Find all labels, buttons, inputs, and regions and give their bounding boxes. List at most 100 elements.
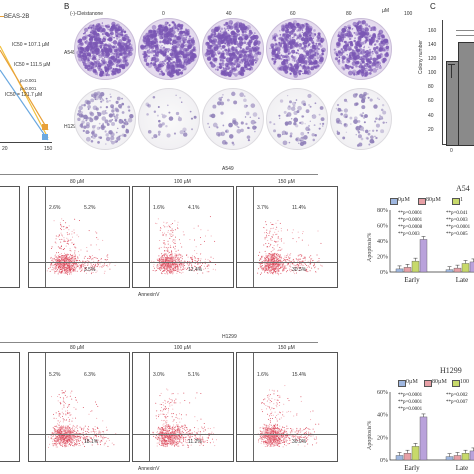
- legend-swatch: [0, 16, 4, 17]
- pval-a1: p=0.001: [20, 78, 37, 83]
- flow-condition-label: 100 µM: [174, 345, 191, 351]
- quadrant-value: 6.3%: [84, 372, 96, 379]
- errorbar: [455, 452, 460, 456]
- xcat-label: Late: [456, 464, 468, 472]
- bar-late-1: [453, 267, 462, 273]
- ytick: 20%: [377, 255, 388, 261]
- errorbar: [421, 236, 426, 240]
- errorbar: [447, 266, 452, 270]
- h1299-legend-1: 80µM: [432, 379, 447, 385]
- bar-late-3: [469, 261, 474, 273]
- ytick: 0%: [380, 458, 388, 464]
- pvalue-annotation: **p=0.085: [446, 232, 468, 237]
- dose-60: 60: [290, 11, 296, 17]
- colony-dish-h1299-40: [138, 88, 200, 150]
- h1299-legend-2: 100: [460, 379, 469, 385]
- dose-40: 40: [226, 11, 232, 17]
- a549-legend-0: 0µM: [398, 197, 410, 203]
- bar-early-2: [411, 260, 420, 273]
- flow-h1299-0: 5.2% 6.3% 18.1%: [28, 352, 130, 462]
- bar-late-0: [445, 456, 454, 461]
- panel-letter-c: C: [430, 2, 436, 11]
- sig-line-1: [456, 30, 474, 31]
- flow-h1299-rule: [0, 342, 318, 343]
- errorbar: [413, 443, 418, 447]
- quadrant-value: 12.4%: [188, 267, 203, 273]
- colony-dish-h1299-100: [330, 88, 392, 150]
- ytick: 0%: [380, 270, 388, 276]
- h1299-chart-svg: 60% 40% 20% 0% Early Late **p=0.0001 **p=0.0001…: [377, 390, 474, 472]
- quadrant-value: 1.6%: [153, 205, 165, 211]
- legend-swatch-1: [418, 198, 426, 205]
- flow-condition-label: 80 µM: [70, 345, 84, 351]
- xtick-c: 0: [450, 148, 453, 154]
- bar-early-3: [419, 416, 428, 461]
- flow-h1299-2: 1.6% 15.4% 30.9%: [236, 352, 338, 462]
- errorbar: [397, 265, 402, 269]
- row-label-a549: A549: [64, 50, 76, 56]
- pvalue-annotation: **p=0.0001: [398, 211, 423, 216]
- ytick: 20%: [377, 435, 388, 441]
- bar-late-2: [461, 263, 470, 273]
- flow-a549-1: 1.6% 4.1% 12.4%: [132, 186, 234, 288]
- ic50-2: IC50 = 111.5 µM: [14, 62, 51, 68]
- pvalue-annotation: **p=0.0001: [398, 393, 423, 398]
- a549-legend-1: 80µM: [426, 197, 441, 203]
- errorbar-c: [451, 64, 452, 78]
- quadrant-value: 5.1%: [188, 372, 200, 379]
- flow-a549-xlabel: AnnexinV: [138, 292, 160, 298]
- quadrant-value: 30.9%: [292, 439, 307, 446]
- errorbar: [405, 264, 410, 268]
- xtick-a1: 20: [2, 146, 8, 152]
- pvalue-annotation: **p=0.0001: [446, 225, 471, 230]
- quadrant-value: 2.6%: [49, 205, 61, 211]
- flow-condition-label: 100 µM: [174, 179, 191, 185]
- errorcap-c: [448, 64, 455, 65]
- legend-swatch-2: [452, 198, 460, 205]
- ytick: 40%: [377, 239, 388, 245]
- pval-a2: p=0.001: [20, 86, 37, 91]
- ytick-c: 100: [428, 70, 437, 77]
- dose-100: 100: [404, 11, 413, 17]
- flow-a549-2: 3.7% 11.4% 30.5%: [236, 186, 338, 288]
- legend-swatch-h2: [452, 380, 460, 387]
- colony-dish-a549-60: [202, 18, 264, 80]
- bar-late-2: [461, 452, 470, 461]
- quadrant-value: 30.5%: [292, 267, 307, 273]
- ytick-c: 20: [428, 126, 434, 133]
- quadrant-value: 11.4%: [292, 205, 306, 211]
- flow-control-cropped: [0, 186, 20, 288]
- a549-chart-title: A54: [456, 184, 470, 193]
- quadrant-value: 15.4%: [292, 372, 307, 379]
- quadrant-value: 3.0%: [153, 372, 165, 379]
- bar-early-0: [395, 268, 404, 273]
- axis-a: [0, 142, 52, 143]
- a549-legend-2: 1: [460, 197, 463, 203]
- colony-dish-h1299-0: [74, 88, 136, 150]
- errorbar: [463, 260, 468, 264]
- dose-80: 80: [346, 11, 352, 17]
- flow-a549-rule: [0, 174, 318, 175]
- errorbar: [463, 449, 468, 454]
- bar-late-3: [469, 450, 474, 461]
- ic50-3: IC50 = 121.7 µM: [5, 92, 43, 98]
- colony-dish-a549-80: [266, 18, 328, 80]
- quadrant-value: 5.2%: [49, 372, 61, 379]
- flow-a549-header: A549: [222, 166, 234, 172]
- quadrant-value: 18.1%: [84, 439, 99, 446]
- bar-early-0: [395, 455, 404, 461]
- xcat-label: Early: [404, 276, 420, 284]
- ytick: 80%: [377, 208, 388, 214]
- pvalue-annotation: **p=0.003: [446, 218, 468, 223]
- colony-dish-a549-40: [138, 18, 200, 80]
- quadrant-value: 4.1%: [188, 205, 200, 211]
- bar-early-3: [419, 239, 428, 273]
- colony-dish-a549-100: [330, 18, 392, 80]
- pvalue-annotation: **p=0.0008: [398, 225, 423, 230]
- xtick-a2: 150: [44, 146, 53, 152]
- flow-control-cropped: [0, 352, 20, 462]
- bar-early-1: [403, 452, 412, 461]
- yaxis-c: [442, 20, 443, 144]
- ytick: 60%: [377, 224, 388, 230]
- quadrant-value: 1.6%: [257, 372, 269, 379]
